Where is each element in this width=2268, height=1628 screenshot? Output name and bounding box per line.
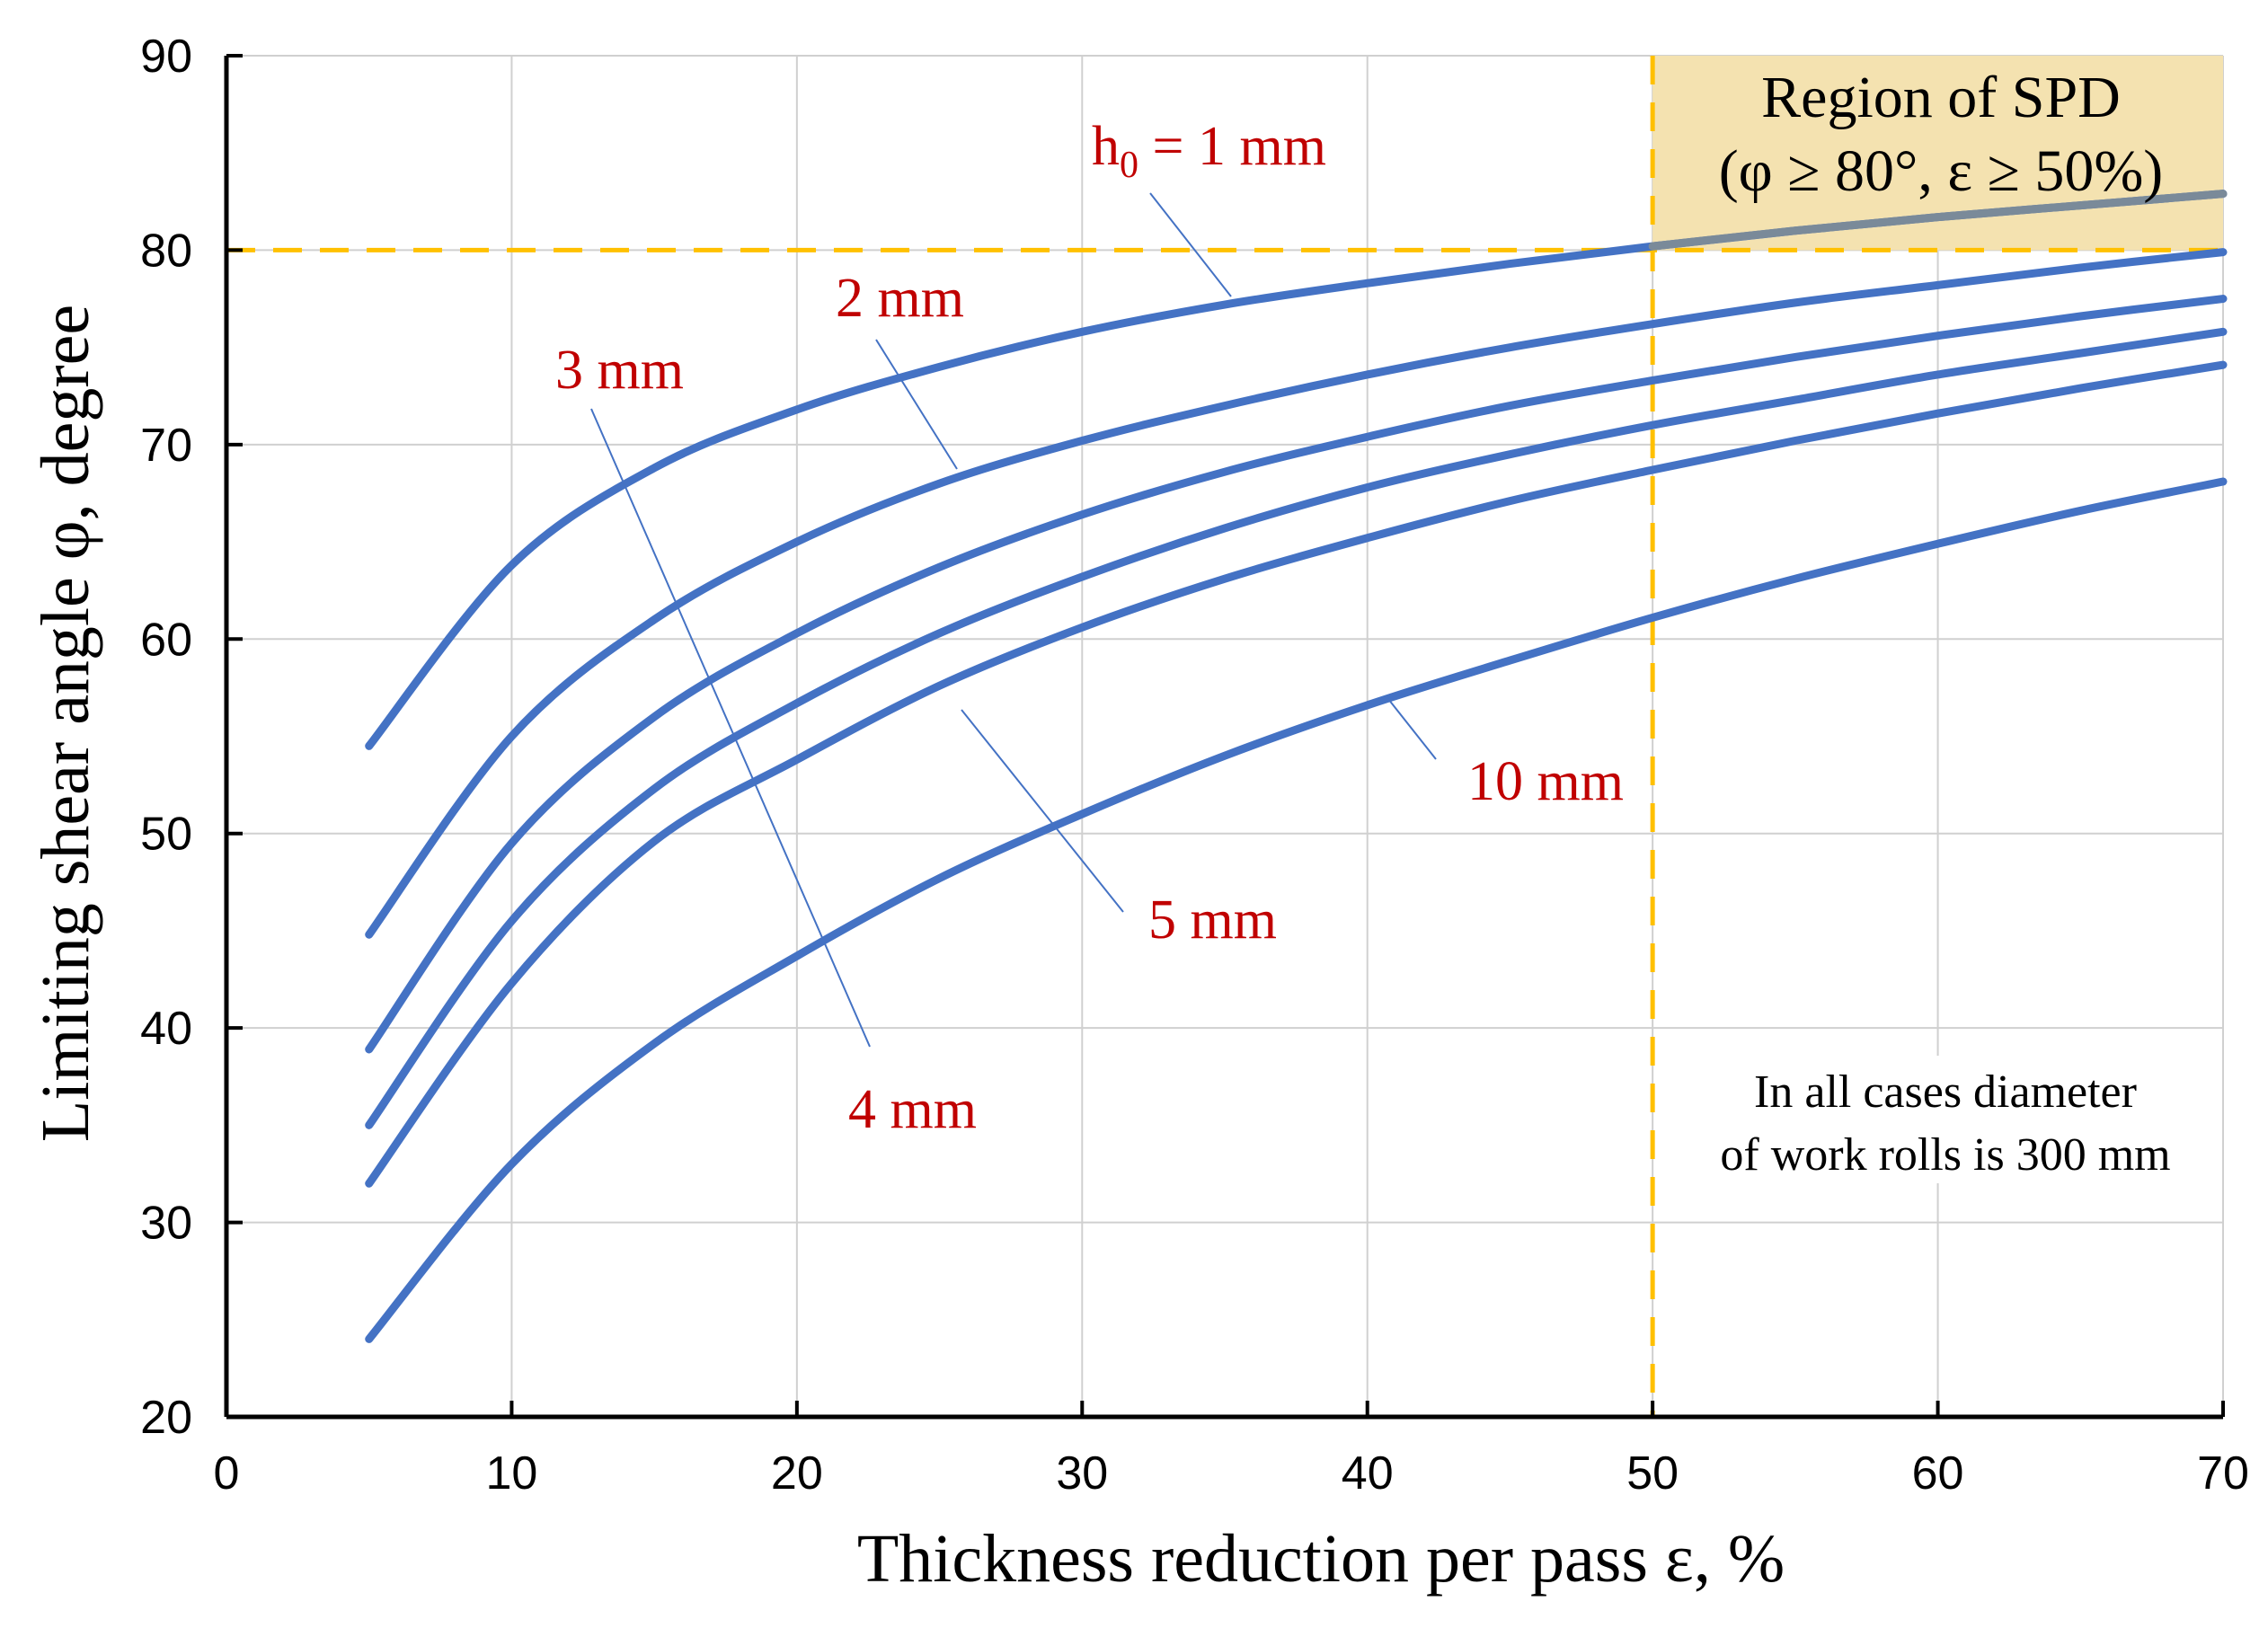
y-tick-label: 30: [140, 1198, 192, 1250]
leader-5mm: [961, 709, 1124, 913]
x-tick-label: 0: [214, 1447, 240, 1500]
series-label-2mm: 2 mm: [836, 268, 964, 329]
x-tick-label: 60: [1912, 1447, 1964, 1500]
leader-3mm: [590, 408, 871, 1048]
threshold-lines: [226, 56, 2223, 1417]
leader-1mm: [1149, 192, 1232, 297]
x-tick-label: 50: [1626, 1447, 1679, 1500]
leader-2mm: [875, 339, 958, 470]
y-tick-label: 20: [140, 1392, 192, 1444]
h-equals: = 1 mm: [1138, 116, 1326, 177]
x-tick-label: 70: [2197, 1447, 2249, 1500]
region-title: Region of SPD: [1761, 65, 2121, 130]
x-tick-label: 10: [486, 1447, 538, 1500]
y-tick-labels: 20 30 40 50 60 70 80 90: [140, 31, 192, 1444]
h-subscript: 0: [1120, 145, 1138, 186]
x-axis-title: Thickness reduction per pass ε, %: [857, 1521, 1785, 1597]
series-curve-1mm: [365, 190, 2228, 750]
y-tick-label: 60: [140, 614, 192, 666]
series-label-5mm: 5 mm: [1148, 889, 1277, 951]
leader-10mm: [1387, 698, 1437, 760]
series-label-1mm: h0 = 1 mm: [1092, 116, 1326, 186]
y-tick-label: 40: [140, 1003, 192, 1055]
axes: [224, 54, 2225, 1420]
x-tick-label: 40: [1342, 1447, 1394, 1500]
series-curves: [365, 190, 2228, 1343]
x-tick-label: 20: [771, 1447, 823, 1500]
series-curve-1mm-spd-segment: [1648, 190, 2228, 251]
x-tick-labels: 0 10 20 30 40 50 60 70: [214, 1447, 2249, 1500]
grid: [226, 55, 2224, 1418]
note-background: [1673, 1056, 2212, 1183]
x-tick-label: 30: [1056, 1447, 1108, 1500]
y-axis-title: Limiting shear angle φ, degree: [28, 305, 103, 1142]
note-line-1: In all cases diameter: [1754, 1066, 2137, 1118]
series-label-3mm: 3 mm: [555, 340, 684, 401]
y-tick-label: 50: [140, 809, 192, 861]
note-line-2: of work rolls is 300 mm: [1720, 1129, 2170, 1181]
y-tick-label: 90: [140, 31, 192, 83]
series-curve-10mm: [365, 477, 2228, 1343]
label-leader-lines: [590, 192, 1437, 1048]
series-curve-4mm: [365, 327, 2228, 1129]
y-tick-label: 70: [140, 420, 192, 472]
series-curve-3mm: [365, 295, 2228, 1054]
series-curve-5mm: [365, 360, 2228, 1188]
h-symbol: h: [1092, 116, 1120, 177]
series-curve-2mm: [365, 248, 2228, 939]
region-condition: (φ ≥ 80°, ε ≥ 50%): [1719, 138, 2164, 204]
series-label-10mm: 10 mm: [1467, 751, 1624, 812]
y-tick-label: 80: [140, 225, 192, 277]
series-label-4mm: 4 mm: [848, 1079, 977, 1140]
